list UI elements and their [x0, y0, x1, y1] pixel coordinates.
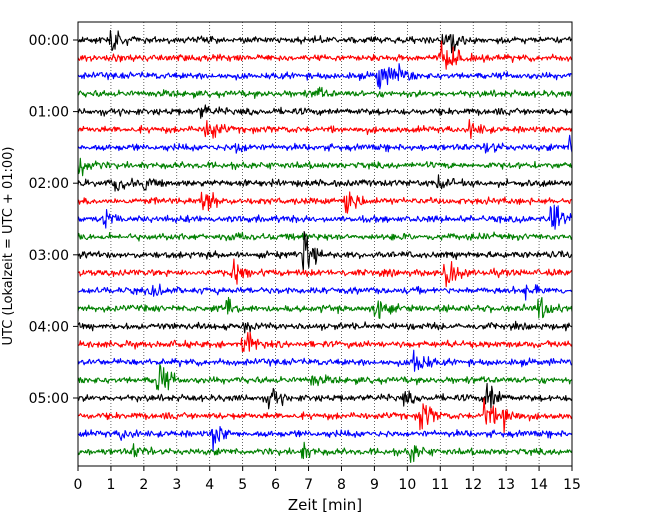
trace-0430 — [77, 349, 573, 372]
trace-0300 — [77, 231, 573, 272]
trace-0030 — [77, 63, 573, 90]
trace-0045 — [77, 86, 573, 99]
x-tick-label: 5 — [238, 477, 247, 493]
trace-0445 — [77, 363, 573, 391]
x-tick-label: 4 — [205, 477, 214, 493]
y-tick-label: 02:00 — [29, 176, 69, 192]
y-axis-ticks: 00:00 01:00 02:00 03:00 04:00 05:00 — [29, 33, 78, 407]
trace-0400 — [77, 320, 573, 334]
trace-0415 — [77, 331, 573, 353]
trace-0115 — [77, 118, 573, 139]
trace-0545 — [77, 441, 573, 463]
trace-0330 — [77, 283, 573, 301]
x-axis-ticks: 0 1 2 3 4 5 6 7 8 9 10 11 12 13 14 15 — [74, 466, 581, 493]
x-tick-label: 11 — [431, 477, 449, 493]
x-tick-label: 7 — [304, 477, 313, 493]
x-tick-label: 8 — [337, 477, 346, 493]
trace-0230 — [77, 204, 573, 230]
x-tick-label: 1 — [106, 477, 115, 493]
x-tick-label: 2 — [139, 477, 148, 493]
y-axis-label: UTC (Lokalzeit = UTC + 01:00) — [1, 147, 16, 346]
x-tick-label: 9 — [370, 477, 379, 493]
trace-0130 — [77, 134, 573, 154]
trace-0345 — [77, 296, 573, 319]
x-tick-label: 0 — [74, 477, 83, 493]
y-tick-label: 01:00 — [29, 105, 69, 121]
x-tick-label: 6 — [271, 477, 280, 493]
x-tick-label: 3 — [172, 477, 181, 493]
x-tick-label: 15 — [563, 477, 581, 493]
x-tick-label: 13 — [497, 477, 515, 493]
x-tick-label: 10 — [398, 477, 416, 493]
trace-0200 — [77, 174, 573, 192]
trace-0245 — [77, 231, 573, 242]
x-tick-label: 14 — [530, 477, 548, 493]
trace-0500 — [77, 382, 573, 411]
y-tick-label: 05:00 — [29, 391, 69, 407]
y-tick-label: 00:00 — [29, 33, 69, 49]
trace-0215 — [77, 191, 573, 214]
trace-0515 — [77, 397, 573, 434]
trace-0015 — [77, 40, 573, 70]
x-axis-label: Zeit [min] — [288, 496, 362, 514]
trace-0100 — [77, 104, 573, 119]
grid-lines — [110, 22, 540, 466]
trace-0000 — [77, 30, 573, 54]
trace-0145 — [77, 157, 573, 177]
x-tick-label: 12 — [464, 477, 482, 493]
y-tick-label: 03:00 — [29, 248, 69, 264]
trace-0315 — [77, 258, 573, 288]
plot-frame — [77, 21, 573, 467]
seismic-traces — [77, 30, 573, 463]
y-tick-label: 04:00 — [29, 319, 69, 335]
trace-0530 — [77, 425, 573, 452]
